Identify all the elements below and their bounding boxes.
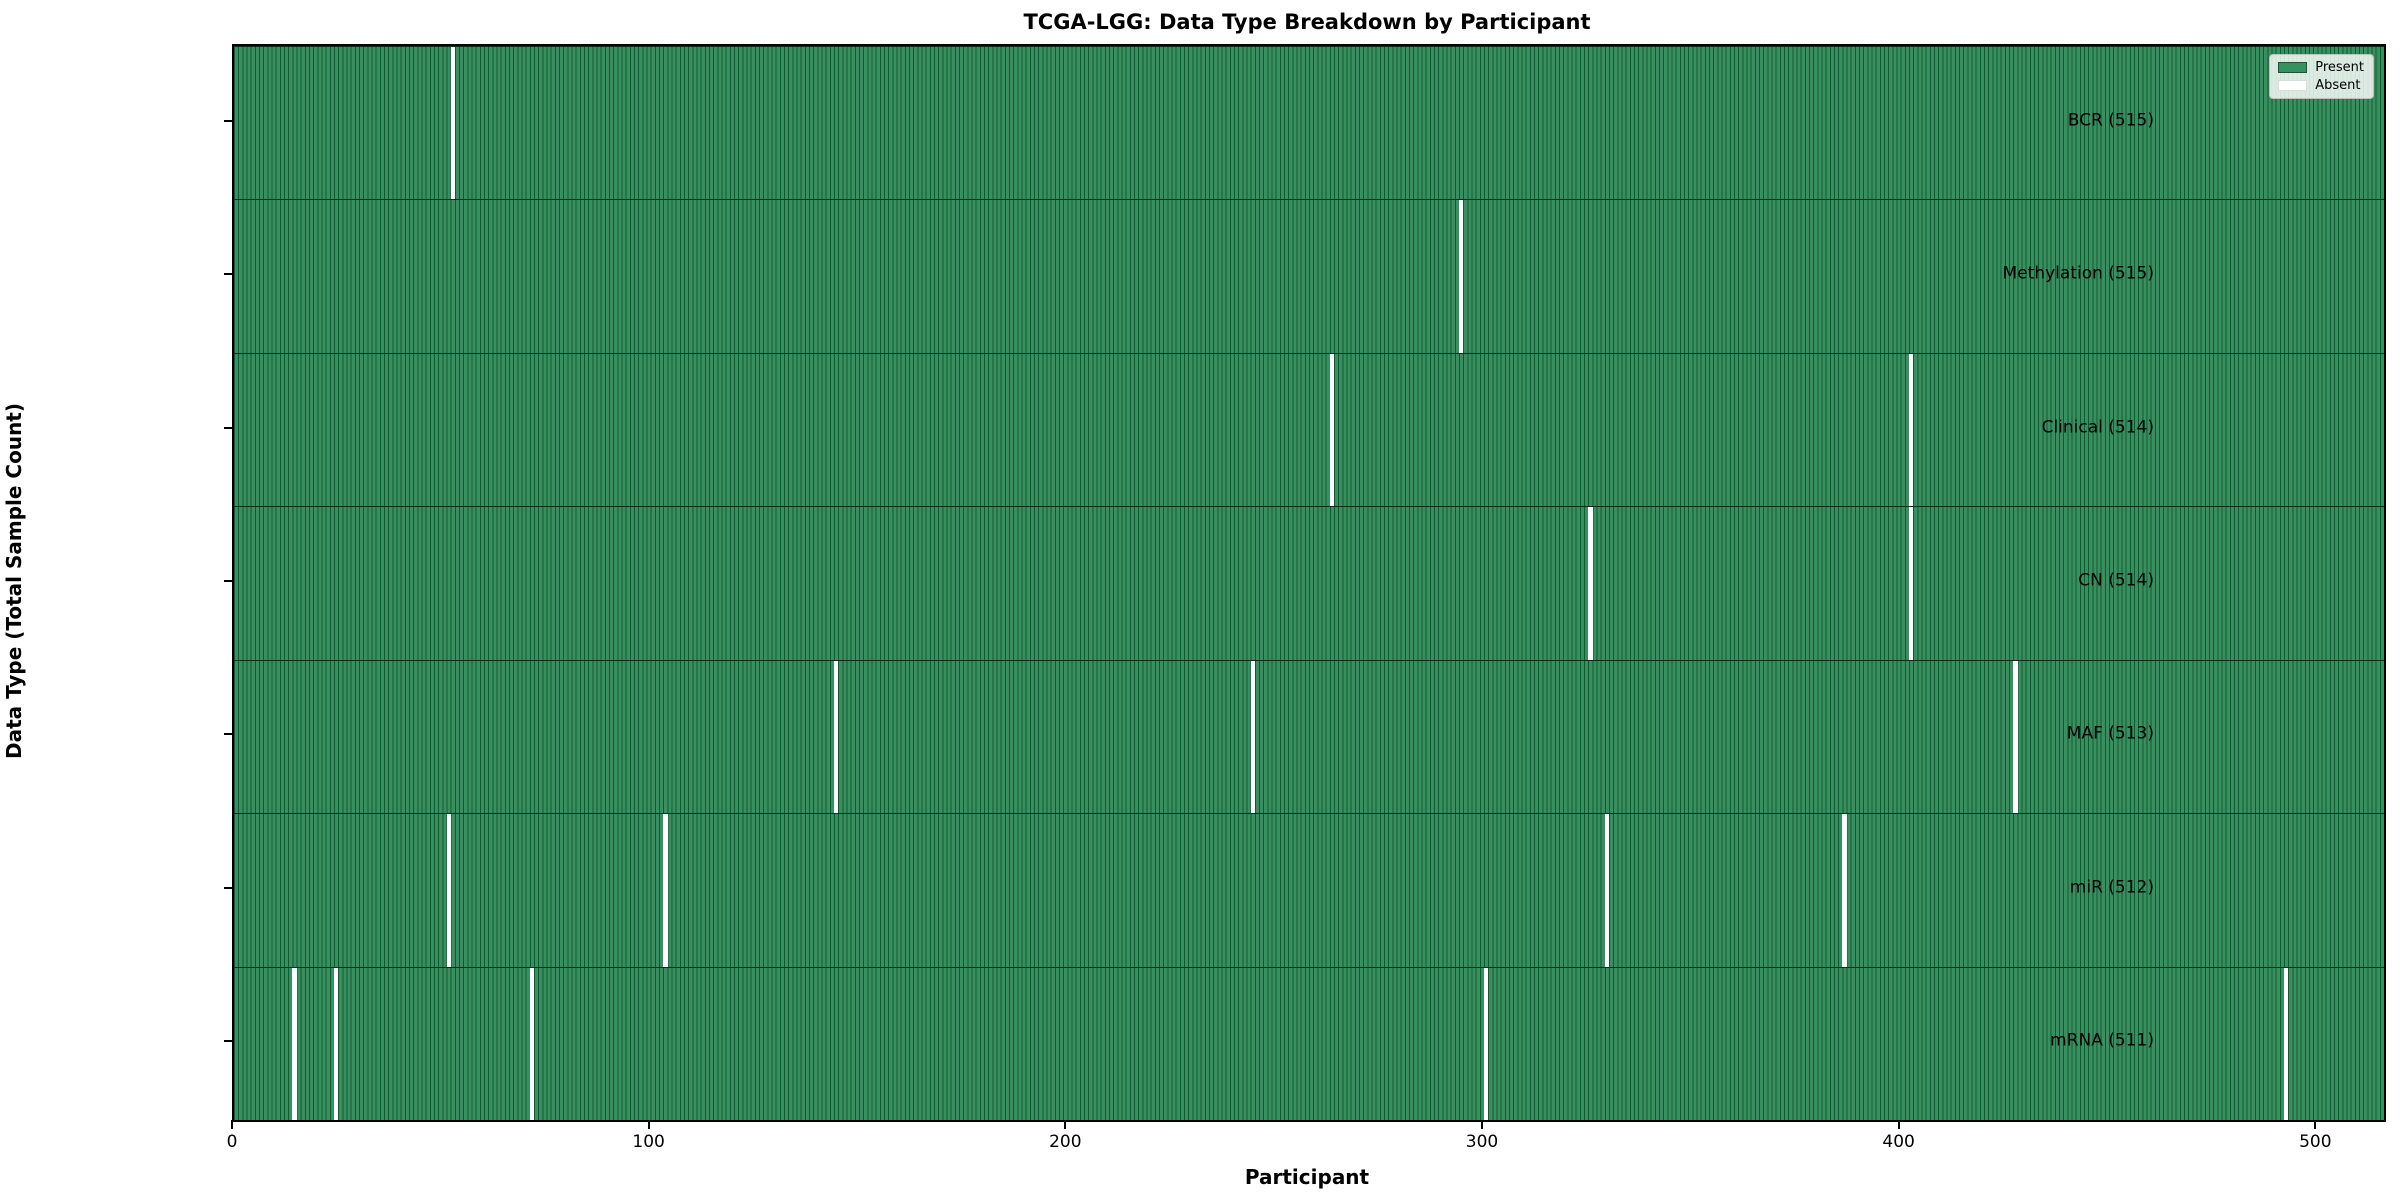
absent-gap xyxy=(292,967,297,1120)
row-MAF xyxy=(234,659,2384,814)
absent-gap xyxy=(450,47,456,200)
y-tick-label: mRNA (511) xyxy=(2050,1030,2154,1051)
absent-gap xyxy=(1588,507,1593,660)
x-tick-label: 400 xyxy=(1882,1132,1915,1152)
row-CN xyxy=(234,506,2384,660)
x-tick-mark xyxy=(231,1120,233,1129)
x-tick-label: 200 xyxy=(1049,1132,1082,1152)
row-BCR xyxy=(234,46,2384,200)
absent-gap xyxy=(334,967,339,1120)
x-tick-label: 300 xyxy=(1465,1132,1499,1152)
row-miR xyxy=(234,813,2384,967)
absent-gap xyxy=(1250,660,1256,814)
absent-gap xyxy=(446,814,451,967)
plot-area: Present Absent xyxy=(232,44,2386,1122)
legend: Present Absent xyxy=(2269,54,2374,99)
y-axis-label: Data Type (Total Sample Count) xyxy=(2,402,26,760)
x-tick-label: 500 xyxy=(2299,1132,2332,1152)
x-tick-mark xyxy=(2314,1120,2317,1129)
y-tick-label: MAF (513) xyxy=(2066,723,2154,744)
row-mRNA xyxy=(234,966,2384,1120)
x-tick-mark xyxy=(1897,1120,1900,1129)
absent-gap xyxy=(1909,353,1914,507)
present-swatch-icon xyxy=(2278,62,2308,73)
y-tick-mark xyxy=(224,733,232,736)
y-tick-label: Clinical (514) xyxy=(2041,417,2154,438)
x-tick-mark xyxy=(1481,1120,1483,1129)
y-tick-mark xyxy=(224,119,232,122)
y-tick-label: CN (514) xyxy=(2078,570,2154,591)
y-tick-mark xyxy=(224,426,232,429)
absent-gap xyxy=(2013,660,2018,814)
absent-gap xyxy=(663,814,668,967)
y-tick-mark xyxy=(224,886,232,889)
y-tick-label: miR (512) xyxy=(2069,877,2154,898)
y-tick-label: BCR (515) xyxy=(2067,110,2154,131)
x-tick-label: 0 xyxy=(226,1132,238,1152)
chart-title: TCGA-LGG: Data Type Breakdown by Partici… xyxy=(1023,10,1591,34)
absent-gap xyxy=(1459,200,1464,353)
absent-gap xyxy=(1484,967,1489,1120)
x-axis-label: Participant xyxy=(1244,1165,1370,1189)
legend-entry-present: Present xyxy=(2278,61,2364,74)
absent-gap xyxy=(1329,353,1335,507)
absent-gap xyxy=(1842,814,1847,967)
absent-swatch-icon xyxy=(2278,80,2308,91)
x-tick-mark xyxy=(1064,1120,1067,1129)
absent-gap xyxy=(1909,507,1914,660)
row-Clinical xyxy=(234,352,2384,507)
x-tick-mark xyxy=(647,1120,650,1129)
absent-gap xyxy=(1604,814,1610,967)
y-tick-mark xyxy=(224,1040,232,1043)
y-tick-mark xyxy=(224,580,232,582)
absent-gap xyxy=(834,660,839,814)
absent-gap xyxy=(2284,967,2289,1120)
absent-gap xyxy=(529,967,535,1120)
y-tick-label: Methylation (515) xyxy=(2002,263,2154,284)
legend-label: Present xyxy=(2315,60,2364,75)
legend-entry-absent: Absent xyxy=(2278,79,2364,92)
legend-label: Absent xyxy=(2315,78,2361,93)
x-tick-label: 100 xyxy=(632,1132,665,1152)
row-Methylation xyxy=(234,199,2384,353)
y-tick-mark xyxy=(224,273,232,276)
